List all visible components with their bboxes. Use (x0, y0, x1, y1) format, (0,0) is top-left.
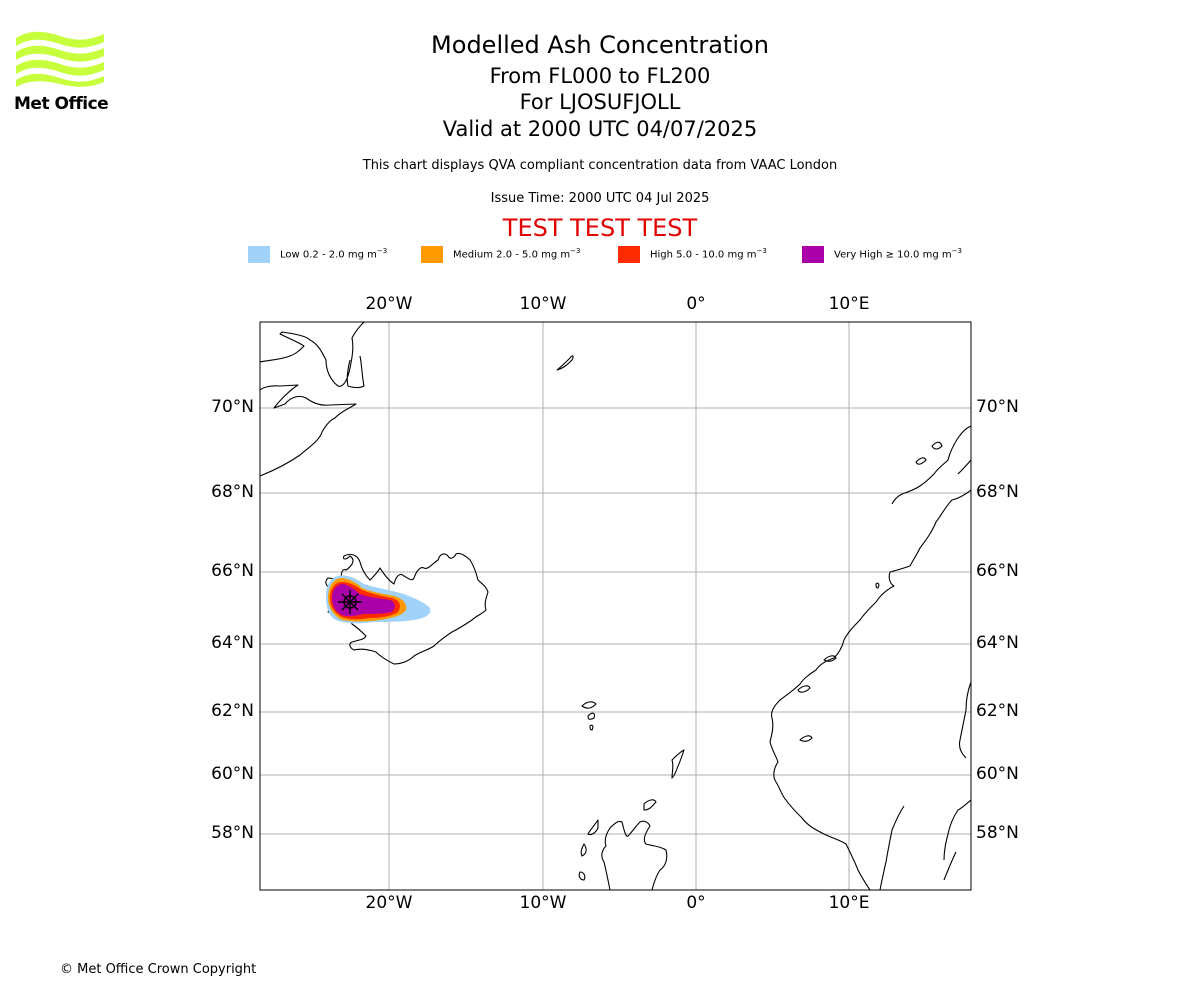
legend-label-high: High 5.0 - 10.0 mg m−3 (650, 247, 767, 261)
volcano-marker-icon (338, 590, 362, 614)
legend-label-medium: Medium 2.0 - 5.0 mg m−3 (453, 247, 581, 261)
lat-tick-right-58n: 58°N (976, 823, 1019, 843)
lat-tick-right-62n: 62°N (976, 701, 1019, 721)
lat-tick-left-64n: 64°N (211, 633, 254, 653)
shetland-coast (671, 749, 685, 779)
orkney-coast (643, 799, 657, 811)
lat-tick-left-66n: 66°N (211, 561, 254, 581)
legend-item-very-high: Very High ≥ 10.0 mg m−3 (802, 244, 962, 264)
met-office-logo: Met Office (14, 30, 114, 114)
valid-time: Valid at 2000 UTC 04/07/2025 (442, 117, 758, 141)
flight-level-range: From FL000 to FL200 (489, 64, 711, 88)
legend-item-high: High 5.0 - 10.0 mg m−3 (618, 244, 767, 264)
logo-text: Met Office (14, 94, 109, 114)
lat-tick-left-62n: 62°N (211, 701, 254, 721)
chart-subtitle: This chart displays QVA compliant concen… (362, 158, 838, 173)
jan-mayen-coast (556, 355, 574, 371)
lat-tick-right-64n: 64°N (976, 633, 1019, 653)
coastlines (260, 322, 971, 890)
chart-title: Modelled Ash Concentration (431, 31, 769, 59)
lon-tick-top-0: 0° (686, 294, 706, 314)
iceland-coast (325, 552, 489, 665)
lon-tick-top-20w: 20°W (365, 294, 413, 314)
norway-coast (769, 425, 971, 890)
lon-tick-bottom-0: 0° (686, 893, 706, 913)
legend-swatch-low (248, 245, 270, 263)
legend-label-very-high: Very High ≥ 10.0 mg m−3 (834, 247, 962, 261)
legend-swatch-high (618, 245, 640, 263)
issue-time: Issue Time: 2000 UTC 04 Jul 2025 (490, 191, 710, 206)
faroe-islands-coast (581, 701, 597, 731)
copyright-notice: © Met Office Crown Copyright (60, 962, 257, 977)
lat-tick-right-66n: 66°N (976, 561, 1019, 581)
test-banner: TEST TEST TEST (502, 214, 698, 242)
lat-tick-left-58n: 58°N (211, 823, 254, 843)
greenland-coast (260, 322, 365, 477)
lon-tick-bottom-10w: 10°W (519, 893, 567, 913)
scotland-coast (578, 819, 668, 890)
map-gridlines (260, 322, 971, 890)
lat-tick-right-68n: 68°N (976, 482, 1019, 502)
lon-tick-top-10e: 10°E (828, 294, 870, 314)
met-office-wave-icon (16, 31, 104, 87)
lon-tick-bottom-10e: 10°E (828, 893, 870, 913)
norway-islands-coast (797, 441, 943, 742)
lon-tick-top-10w: 10°W (519, 294, 567, 314)
lat-tick-right-60n: 60°N (976, 764, 1019, 784)
lon-tick-bottom-20w: 20°W (365, 893, 413, 913)
map-frame (259, 321, 972, 891)
volcano-name: For LJOSUFJOLL (519, 90, 681, 114)
lat-tick-left-60n: 60°N (211, 764, 254, 784)
lat-tick-left-68n: 68°N (211, 482, 254, 502)
legend-item-medium: Medium 2.0 - 5.0 mg m−3 (421, 244, 580, 264)
lat-tick-right-70n: 70°N (976, 397, 1019, 417)
legend-label-low: Low 0.2 - 2.0 mg m−3 (280, 247, 388, 261)
lat-tick-left-70n: 70°N (211, 397, 254, 417)
ash-cloud (326, 575, 431, 624)
legend-swatch-medium (421, 245, 443, 263)
legend-item-low: Low 0.2 - 2.0 mg m−3 (248, 244, 387, 264)
legend-swatch-very-high (802, 245, 824, 263)
